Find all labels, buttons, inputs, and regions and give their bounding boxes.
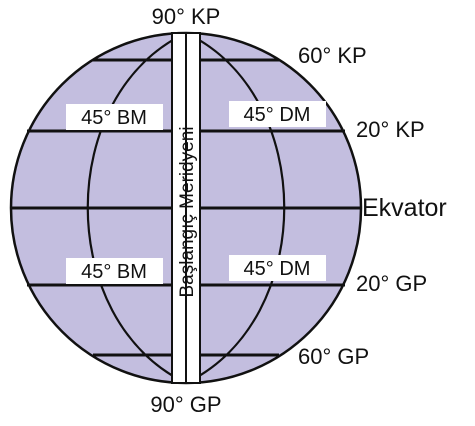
label-box-dm-top xyxy=(229,101,326,127)
meridian-45-east-bottom-label: 45° DM xyxy=(244,258,311,280)
meridian-45-west-bottom-label: 45° BM xyxy=(81,261,147,283)
meridian-45-east-top-label: 45° DM xyxy=(244,104,311,126)
prime-meridian-label: Başlangıç Meridyeni xyxy=(177,126,198,297)
lat-20-south-label: 20° GP xyxy=(356,271,427,296)
lat-60-north-label: 60° KP xyxy=(298,43,367,68)
lat-60-south-label: 60° GP xyxy=(298,344,369,369)
south-pole-label: 90° GP xyxy=(150,392,221,417)
lat-20-north-label: 20° KP xyxy=(356,117,425,142)
equator-label: Ekvator xyxy=(362,194,447,222)
label-box-dm-bottom xyxy=(229,255,326,281)
label-box-bm-top xyxy=(66,104,163,130)
meridian-45-west-top-label: 45° BM xyxy=(81,107,147,129)
label-box-bm-bottom xyxy=(66,258,163,284)
north-pole-label: 90° KP xyxy=(152,4,221,29)
